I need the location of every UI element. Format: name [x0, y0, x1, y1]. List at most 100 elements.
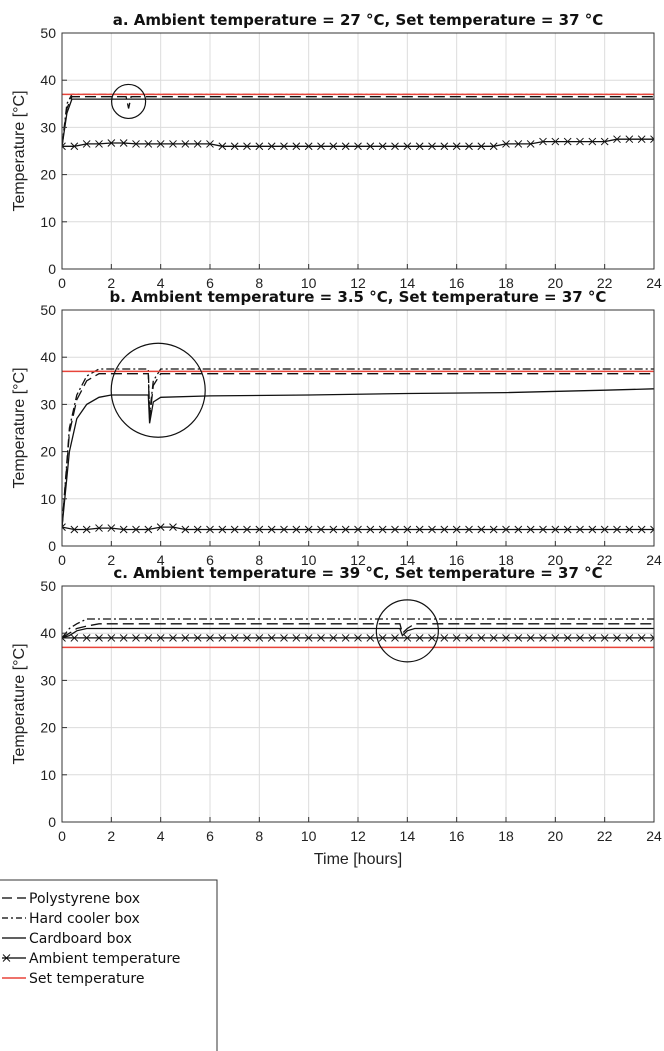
y-tick-label: 0	[48, 538, 56, 554]
ambient-point-marker	[341, 634, 350, 642]
ambient-point-marker	[95, 634, 103, 642]
x-tick-label: 12	[350, 552, 366, 568]
y-tick-label: 20	[40, 167, 56, 183]
ambient-point-marker	[181, 525, 190, 534]
x-tick-label: 14	[400, 552, 416, 568]
ambient-point-marker	[378, 525, 387, 534]
ambient-point-marker	[181, 634, 190, 642]
legend-box	[0, 879, 218, 1051]
ambient-point-marker	[526, 525, 535, 534]
chart-title: c. Ambient temperature = 39 °C, Set temp…	[113, 564, 602, 582]
ambient-point-marker	[107, 524, 116, 532]
y-tick-label: 50	[40, 25, 56, 41]
ambient-point-marker	[218, 634, 227, 642]
ambient-point-marker	[267, 142, 276, 151]
ambient-point-marker	[82, 634, 91, 642]
ambient-point-marker	[625, 634, 634, 642]
ambient-point-marker	[206, 525, 214, 534]
x-tick-label: 2	[107, 552, 115, 568]
series-line-polystyrene-box	[62, 373, 654, 528]
ambient-point-marker	[70, 142, 79, 151]
ambient-point-marker	[588, 634, 597, 642]
ambient-point-marker	[70, 525, 79, 534]
ambient-point-marker	[650, 634, 654, 642]
x-tick-label: 2	[107, 828, 115, 844]
ambient-point-marker	[156, 523, 165, 531]
ambient-point-marker	[119, 525, 128, 534]
legend-label: Hard cooler box	[29, 911, 140, 927]
ambient-point-marker	[428, 634, 436, 642]
ambient-point-marker	[292, 525, 301, 534]
x-tick-label: 14	[400, 275, 416, 291]
ambient-point-marker	[206, 634, 214, 642]
x-tick-label: 16	[449, 828, 465, 844]
ambient-point-marker	[452, 142, 461, 151]
series-line-hard-cooler-box	[62, 93, 654, 147]
ambient-point-marker	[82, 140, 91, 148]
series-group	[62, 93, 654, 151]
ambient-point-marker	[169, 523, 177, 531]
ambient-point-marker	[243, 142, 251, 151]
legend-x-marker	[2, 954, 11, 962]
ambient-point-marker	[489, 634, 498, 642]
x-tick-label: 12	[350, 828, 366, 844]
ambient-point-marker	[304, 634, 313, 642]
x-tick-label: 18	[498, 552, 514, 568]
ambient-point-marker	[230, 142, 239, 151]
annotation-circle	[110, 342, 206, 438]
ambient-point-marker	[452, 525, 461, 534]
ambient-point-marker	[181, 140, 190, 148]
annotation-circle	[111, 83, 147, 120]
ambient-point-marker	[193, 634, 202, 642]
y-tick-label: 50	[40, 302, 56, 318]
ambient-point-marker	[391, 634, 399, 642]
x-tick-label: 2	[107, 275, 115, 291]
legend-item: Hard cooler box	[2, 911, 140, 927]
ambient-point-marker	[366, 142, 375, 151]
ambient-point-marker	[366, 634, 375, 642]
ambient-point-marker	[539, 634, 547, 642]
x-tick-label: 20	[548, 275, 564, 291]
ambient-point-marker	[526, 140, 535, 148]
ambient-point-marker	[489, 142, 498, 151]
ambient-point-marker	[156, 634, 165, 642]
legend-item: Ambient temperature	[2, 951, 180, 967]
y-tick-label: 10	[40, 214, 56, 230]
ambient-point-marker	[62, 523, 66, 531]
x-tick-label: 16	[449, 275, 465, 291]
ambient-point-marker	[230, 525, 239, 534]
ambient-point-marker	[526, 634, 535, 642]
ambient-point-marker	[477, 142, 486, 151]
y-tick-label: 10	[40, 491, 56, 507]
x-tick-label: 18	[498, 275, 514, 291]
ambient-point-marker	[70, 634, 79, 642]
x-tick-label: 16	[449, 552, 465, 568]
ambient-point-marker	[193, 140, 202, 148]
ambient-point-marker	[514, 140, 523, 148]
ambient-point-marker	[465, 634, 473, 642]
ambient-point-marker	[280, 142, 288, 151]
x-tick-label: 12	[350, 275, 366, 291]
ambient-point-marker	[169, 634, 177, 642]
legend-item: Cardboard box	[2, 931, 132, 947]
ambient-point-marker	[82, 525, 91, 534]
y-tick-label: 50	[40, 578, 56, 594]
x-tick-label: 20	[548, 828, 564, 844]
ambient-point-marker	[341, 142, 350, 151]
ambient-point-marker	[588, 137, 597, 146]
ambient-point-marker	[551, 634, 560, 642]
ambient-point-marker	[489, 525, 498, 534]
ambient-point-marker	[625, 135, 634, 144]
ambient-point-marker	[255, 634, 264, 642]
ambient-point-marker	[551, 137, 560, 146]
y-tick-label: 40	[40, 625, 56, 641]
x-tick-label: 0	[58, 552, 66, 568]
ambient-point-marker	[563, 525, 572, 534]
ambient-point-marker	[502, 634, 510, 642]
legend-label: Ambient temperature	[29, 951, 180, 967]
ambient-point-marker	[428, 142, 436, 151]
ambient-point-marker	[144, 634, 153, 642]
ambient-point-marker	[576, 634, 584, 642]
legend-item: Set temperature	[2, 971, 144, 987]
